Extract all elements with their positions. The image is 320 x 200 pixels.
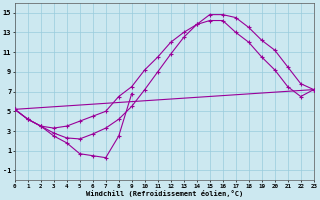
X-axis label: Windchill (Refroidissement éolien,°C): Windchill (Refroidissement éolien,°C) [86,190,243,197]
